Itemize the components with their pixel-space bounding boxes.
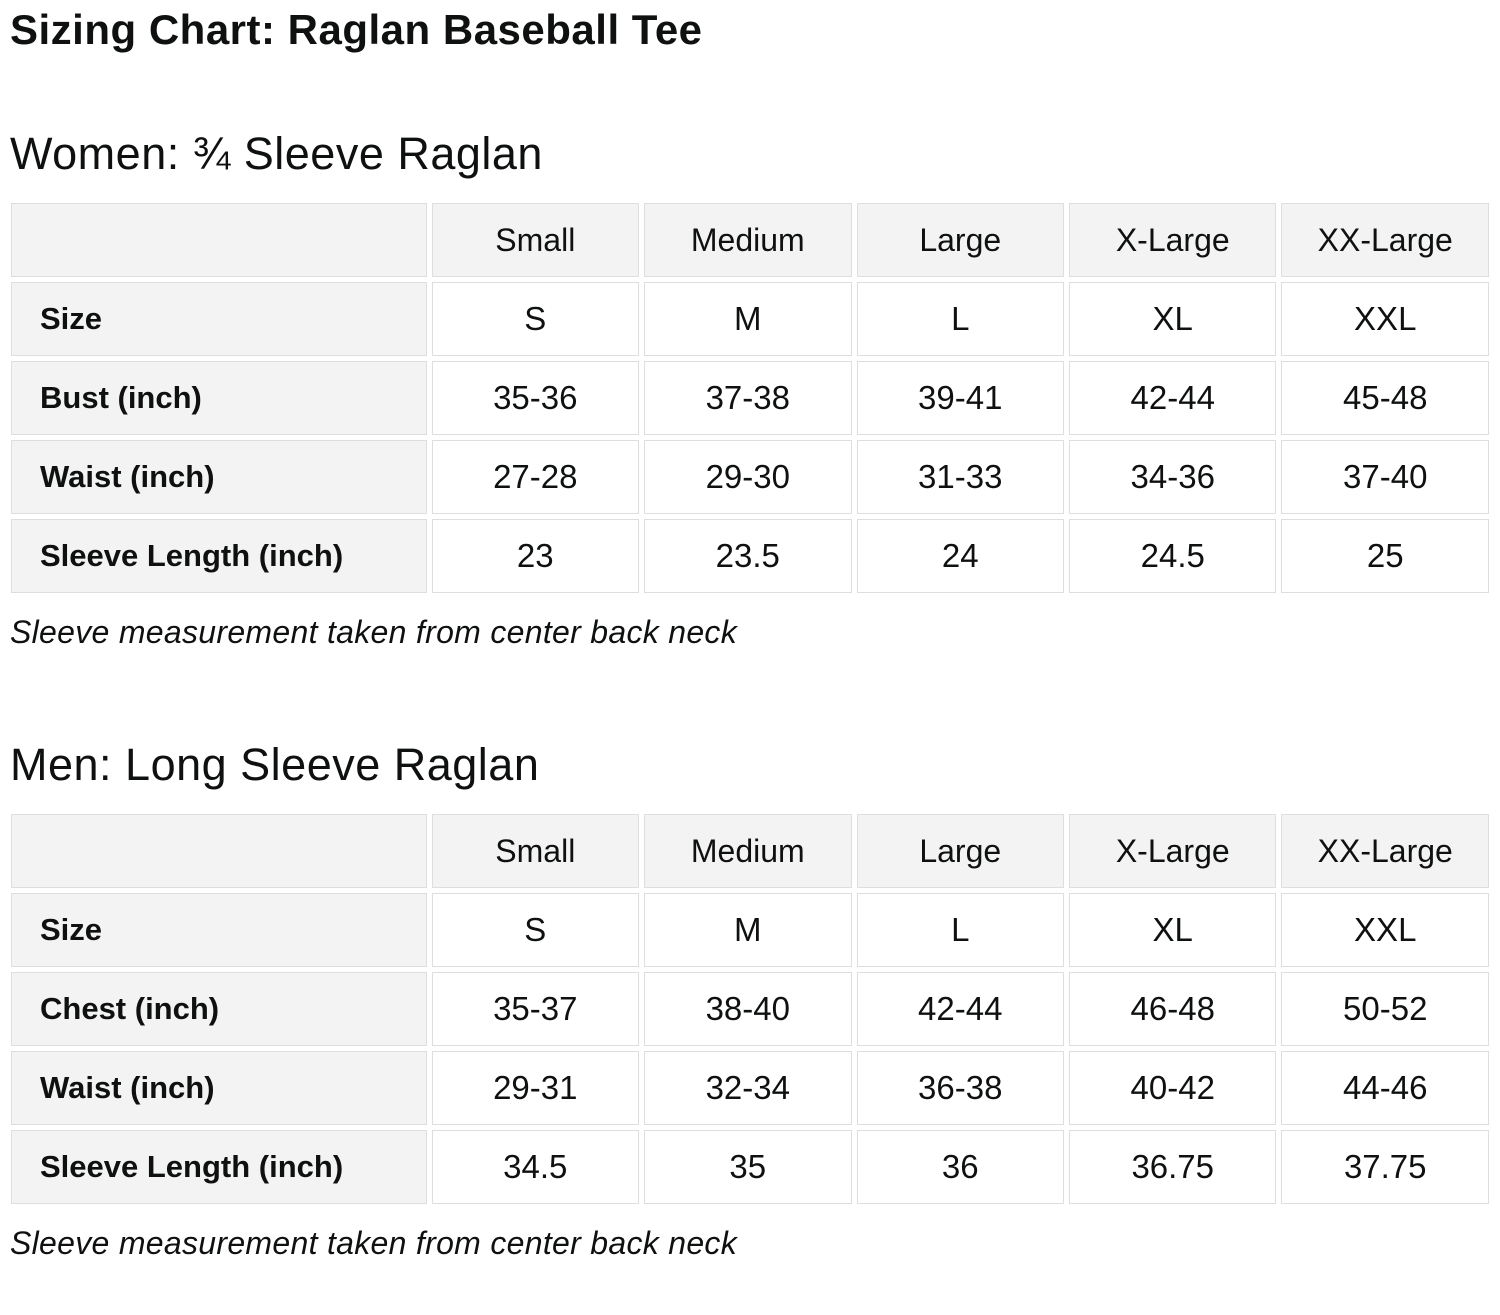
- men-header-row: Small Medium Large X-Large XX-Large: [11, 814, 1489, 888]
- waist-cell: 32-34: [644, 1051, 852, 1125]
- sleeve-note-women: Sleeve measurement taken from center bac…: [10, 614, 738, 650]
- men-sizing-table: Small Medium Large X-Large XX-Large Size…: [6, 809, 1494, 1209]
- corner-cell: [11, 203, 427, 277]
- column-header-x-large: X-Large: [1069, 814, 1277, 888]
- size-cell: XL: [1069, 893, 1277, 967]
- column-header-medium: Medium: [644, 203, 852, 277]
- column-header-large: Large: [856, 814, 1064, 888]
- column-header-xx-large: XX-Large: [1281, 814, 1489, 888]
- bust-cell: 45-48: [1281, 361, 1489, 435]
- row-label-waist: Waist (inch): [11, 1051, 427, 1125]
- chest-cell: 46-48: [1069, 972, 1277, 1046]
- bust-cell: 39-41: [856, 361, 1064, 435]
- row-label-size: Size: [11, 282, 427, 356]
- sleeve-length-cell: 24.5: [1069, 519, 1277, 593]
- waist-cell: 34-36: [1069, 440, 1277, 514]
- chest-cell: 50-52: [1281, 972, 1489, 1046]
- page-title: Sizing Chart: Raglan Baseball Tee: [10, 6, 703, 53]
- sleeve-length-cell: 35: [644, 1130, 852, 1204]
- size-cell: S: [431, 893, 640, 967]
- sleeve-length-cell: 25: [1281, 519, 1489, 593]
- column-header-small: Small: [431, 203, 640, 277]
- section-heading-women: Women: ¾ Sleeve Raglan: [10, 128, 543, 179]
- column-header-large: Large: [856, 203, 1064, 277]
- bust-cell: 42-44: [1069, 361, 1277, 435]
- table-row-chest: Chest (inch) 35-37 38-40 42-44 46-48 50-…: [11, 972, 1489, 1046]
- sleeve-note-men: Sleeve measurement taken from center bac…: [10, 1225, 738, 1261]
- chest-cell: 38-40: [644, 972, 852, 1046]
- column-header-small: Small: [431, 814, 640, 888]
- row-label-waist: Waist (inch): [11, 440, 427, 514]
- waist-cell: 29-30: [644, 440, 852, 514]
- table-row-sleeve-length: Sleeve Length (inch) 23 23.5 24 24.5 25: [11, 519, 1489, 593]
- waist-cell: 36-38: [856, 1051, 1064, 1125]
- row-label-sleeve-length: Sleeve Length (inch): [11, 519, 427, 593]
- column-header-xx-large: XX-Large: [1281, 203, 1489, 277]
- sleeve-length-cell: 24: [856, 519, 1064, 593]
- size-cell: L: [856, 282, 1064, 356]
- row-label-bust: Bust (inch): [11, 361, 427, 435]
- sleeve-length-cell: 36: [856, 1130, 1064, 1204]
- women-header-row: Small Medium Large X-Large XX-Large: [11, 203, 1489, 277]
- bust-cell: 35-36: [431, 361, 640, 435]
- waist-cell: 31-33: [856, 440, 1064, 514]
- table-row-size: Size S M L XL XXL: [11, 893, 1489, 967]
- sleeve-length-cell: 34.5: [431, 1130, 640, 1204]
- sleeve-length-cell: 37.75: [1281, 1130, 1489, 1204]
- bust-cell: 37-38: [644, 361, 852, 435]
- waist-cell: 27-28: [431, 440, 640, 514]
- table-row-waist: Waist (inch) 27-28 29-30 31-33 34-36 37-…: [11, 440, 1489, 514]
- waist-cell: 37-40: [1281, 440, 1489, 514]
- corner-cell: [11, 814, 427, 888]
- waist-cell: 40-42: [1069, 1051, 1277, 1125]
- section-heading-men: Men: Long Sleeve Raglan: [10, 739, 540, 790]
- chest-cell: 42-44: [856, 972, 1064, 1046]
- row-label-size: Size: [11, 893, 427, 967]
- waist-cell: 44-46: [1281, 1051, 1489, 1125]
- sleeve-length-cell: 36.75: [1069, 1130, 1277, 1204]
- table-row-sleeve-length: Sleeve Length (inch) 34.5 35 36 36.75 37…: [11, 1130, 1489, 1204]
- column-header-medium: Medium: [644, 814, 852, 888]
- size-cell: M: [644, 893, 852, 967]
- table-row-waist: Waist (inch) 29-31 32-34 36-38 40-42 44-…: [11, 1051, 1489, 1125]
- size-cell: L: [856, 893, 1064, 967]
- sleeve-length-cell: 23.5: [644, 519, 852, 593]
- women-sizing-table: Small Medium Large X-Large XX-Large Size…: [6, 198, 1494, 598]
- waist-cell: 29-31: [431, 1051, 640, 1125]
- size-cell: XL: [1069, 282, 1277, 356]
- size-cell: M: [644, 282, 852, 356]
- table-row-bust: Bust (inch) 35-36 37-38 39-41 42-44 45-4…: [11, 361, 1489, 435]
- row-label-sleeve-length: Sleeve Length (inch): [11, 1130, 427, 1204]
- chest-cell: 35-37: [431, 972, 640, 1046]
- size-cell: XXL: [1281, 282, 1489, 356]
- sleeve-length-cell: 23: [431, 519, 640, 593]
- column-header-x-large: X-Large: [1069, 203, 1277, 277]
- table-row-size: Size S M L XL XXL: [11, 282, 1489, 356]
- size-cell: XXL: [1281, 893, 1489, 967]
- row-label-chest: Chest (inch): [11, 972, 427, 1046]
- size-cell: S: [431, 282, 640, 356]
